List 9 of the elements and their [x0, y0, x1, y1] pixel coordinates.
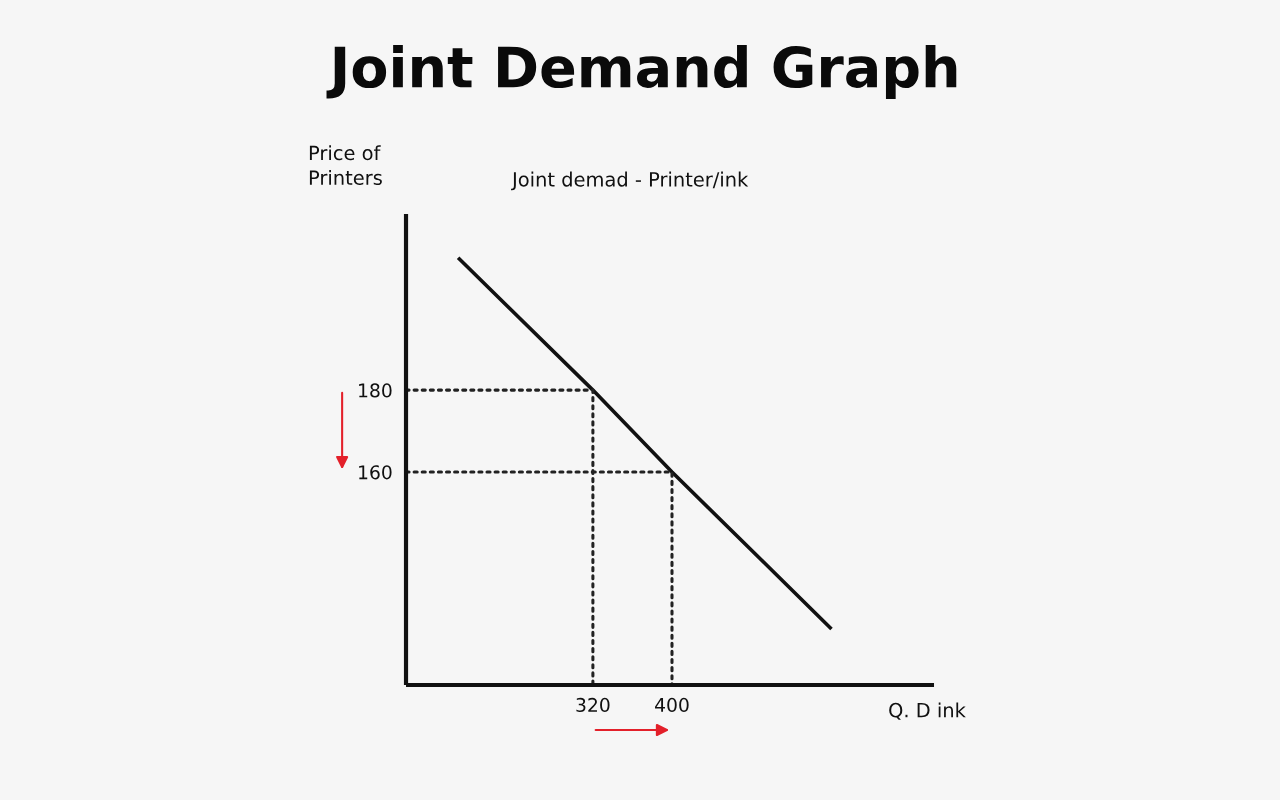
y-tick-label: 160 [359, 465, 392, 480]
chart-subtitle: Joint demad - Printer/ink [511, 171, 749, 191]
y-axis-title: Price of Printers [309, 145, 382, 186]
x-axis-title: Q. D ink [889, 702, 966, 720]
line-series [457, 257, 833, 630]
x-tick-label: 400 [655, 697, 689, 713]
x-tick-label: 320 [576, 697, 610, 713]
chart-title: Joint Demand Graph [326, 45, 957, 99]
y-tick-label: 180 [359, 383, 392, 398]
